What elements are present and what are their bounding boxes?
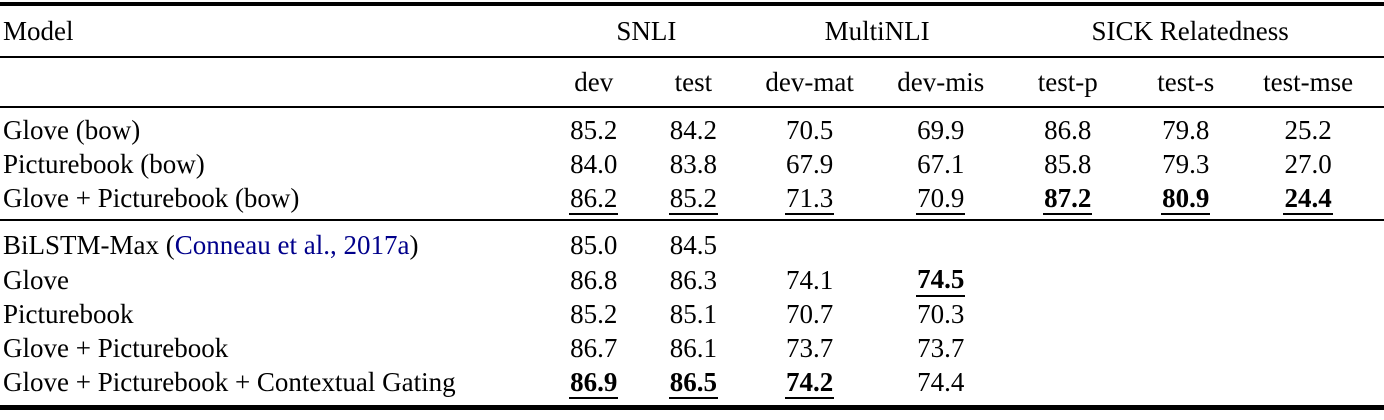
- cell-sick-test-mse: [1244, 331, 1384, 365]
- cell-multinli-dev-mis: 74.4: [917, 366, 965, 397]
- results-table: Model SNLI MultiNLI SICK Relatedness dev…: [0, 2, 1384, 411]
- cell-sick-test-s: 79.3: [1162, 149, 1210, 179]
- header-multinli: MultiNLI: [745, 4, 1009, 58]
- cell-multinli-dev-mis: 70.3: [917, 298, 965, 329]
- cell-sick-test-mse: 24.4: [1244, 181, 1384, 222]
- cell-multinli-dev-mat: 70.5: [786, 115, 834, 145]
- cell-sick-test-mse: 25.2: [1284, 115, 1332, 145]
- cell-sick-test-p: [1008, 262, 1127, 296]
- row-picturebook: Picturebook 85.2 85.1 70.7 70.3: [0, 297, 1384, 331]
- bilstm-models-block: BiLSTM-Max (Conneau et al., 2017a) 85.0 …: [0, 220, 1384, 407]
- cell-snli-dev: 85.2: [570, 115, 618, 145]
- cell-sick-test-s: 80.9: [1127, 181, 1245, 222]
- cell-multinli-dev-mis: 74.5: [873, 262, 1008, 297]
- cell-snli-test: 86.3: [669, 264, 717, 295]
- subheader-dev-mat: dev-mat: [745, 57, 874, 108]
- model-name: Picturebook: [3, 298, 134, 329]
- table-header: Model SNLI MultiNLI SICK Relatedness dev…: [0, 4, 1384, 108]
- cell-snli-dev: 86.2: [546, 181, 641, 222]
- cell-snli-dev: 86.9: [547, 365, 641, 408]
- model-name-prefix: BiLSTM-Max (: [3, 230, 175, 261]
- cell-sick-test-mse: [1244, 297, 1384, 331]
- cell-snli-test: 86.1: [669, 332, 717, 363]
- sub-header-row: dev test dev-mat dev-mis test-p test-s t…: [0, 57, 1384, 108]
- cell-multinli-dev-mat: [746, 220, 873, 262]
- cell-multinli-dev-mat: 67.9: [786, 149, 834, 179]
- row-picturebook-bow: Picturebook (bow) 84.0 83.8 67.9 67.1 85…: [0, 147, 1384, 181]
- cell-snli-test: 86.5: [641, 365, 746, 408]
- header-model: Model: [0, 4, 547, 58]
- header-snli: SNLI: [546, 4, 746, 58]
- cell-sick-test-mse: [1244, 262, 1384, 296]
- cell-snli-dev: 86.7: [570, 332, 618, 363]
- cell-snli-test: 84.5: [669, 230, 717, 261]
- cell-multinli-dev-mis: [873, 220, 1008, 262]
- cell-sick-test-s: [1127, 262, 1244, 296]
- model-name: Glove: [3, 264, 69, 295]
- cell-multinli-dev-mis: 69.9: [917, 115, 965, 145]
- cell-multinli-dev-mat: 70.7: [786, 298, 834, 329]
- model-name: Picturebook (bow): [3, 149, 205, 179]
- cell-sick-test-p: 87.2: [1008, 181, 1128, 222]
- model-name: Glove + Picturebook (bow): [0, 181, 547, 222]
- cell-snli-dev: 85.2: [570, 298, 618, 329]
- subheader-test: test: [640, 57, 746, 108]
- cell-multinli-dev-mat: 74.1: [786, 264, 834, 295]
- subheader-empty: [0, 57, 547, 108]
- cell-sick-test-p: [1008, 220, 1127, 262]
- cell-sick-test-s: [1127, 297, 1244, 331]
- header-sick-relatedness: SICK Relatedness: [1008, 4, 1384, 58]
- cell-snli-dev: 85.0: [570, 230, 618, 261]
- model-name-suffix: ): [409, 230, 419, 261]
- cell-sick-test-mse: 27.0: [1284, 149, 1332, 179]
- cell-snli-dev: 84.0: [570, 149, 618, 179]
- cell-sick-test-p: 85.8: [1044, 149, 1092, 179]
- cell-sick-test-s: [1127, 220, 1244, 262]
- model-name: BiLSTM-Max (Conneau et al., 2017a): [0, 220, 547, 262]
- cell-multinli-dev-mis: 67.1: [917, 149, 965, 179]
- model-name: Glove (bow): [3, 115, 141, 145]
- cell-multinli-dev-mat: 73.7: [786, 332, 834, 363]
- cell-sick-test-p: [1008, 365, 1127, 408]
- cell-sick-test-p: [1008, 331, 1127, 365]
- cell-sick-test-p: 86.8: [1044, 115, 1092, 145]
- row-glove-bow: Glove (bow) 85.2 84.2 70.5 69.9 86.8 79.…: [0, 107, 1384, 147]
- cell-multinli-dev-mat: 71.3: [745, 181, 874, 222]
- subheader-dev-mis: dev-mis: [873, 57, 1009, 108]
- cell-sick-test-s: [1127, 365, 1244, 408]
- cell-snli-dev: 86.8: [570, 264, 618, 295]
- model-name: Glove + Picturebook: [3, 332, 229, 363]
- row-bilstm-max: BiLSTM-Max (Conneau et al., 2017a) 85.0 …: [0, 220, 1384, 262]
- subheader-test-mse: test-mse: [1244, 57, 1384, 108]
- cell-sick-test-s: 79.8: [1162, 115, 1210, 145]
- row-glove-picturebook-contextual-gating: Glove + Picturebook + Contextual Gating …: [0, 365, 1384, 408]
- subheader-test-s: test-s: [1127, 57, 1245, 108]
- cell-sick-test-s: [1127, 331, 1244, 365]
- cell-snli-test: 83.8: [669, 149, 717, 179]
- citation-link[interactable]: Conneau et al., 2017a: [174, 230, 410, 261]
- row-glove: Glove 86.8 86.3 74.1 74.5: [0, 262, 1384, 297]
- bow-models-block: Glove (bow) 85.2 84.2 70.5 69.9 86.8 79.…: [0, 107, 1384, 222]
- cell-multinli-dev-mis: 73.7: [917, 332, 965, 363]
- cell-multinli-dev-mis: 70.9: [873, 181, 1009, 222]
- cell-sick-test-mse: [1244, 220, 1384, 262]
- group-header-row: Model SNLI MultiNLI SICK Relatedness: [0, 4, 1384, 58]
- subheader-dev: dev: [546, 57, 641, 108]
- cell-sick-test-p: [1008, 297, 1127, 331]
- subheader-test-p: test-p: [1008, 57, 1128, 108]
- row-glove-picturebook-bow: Glove + Picturebook (bow) 86.2 85.2 71.3…: [0, 181, 1384, 222]
- row-glove-picturebook: Glove + Picturebook 86.7 86.1 73.7 73.7: [0, 331, 1384, 365]
- model-name: Glove + Picturebook + Contextual Gating: [3, 366, 456, 397]
- cell-multinli-dev-mat: 74.2: [746, 365, 873, 408]
- cell-snli-test: 85.2: [640, 181, 746, 222]
- cell-sick-test-mse: [1244, 365, 1384, 408]
- cell-snli-test: 85.1: [669, 298, 717, 329]
- cell-snli-test: 84.2: [669, 115, 717, 145]
